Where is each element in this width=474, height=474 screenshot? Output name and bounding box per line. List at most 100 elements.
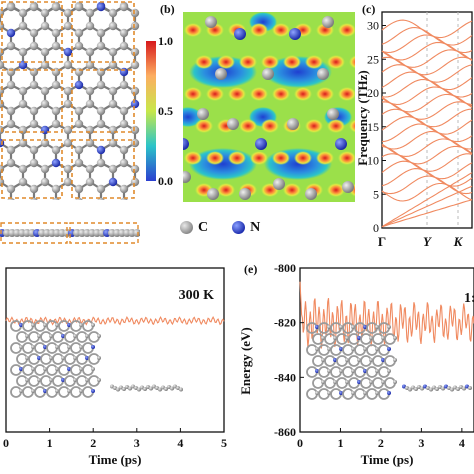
- carbon-atom: [239, 188, 251, 200]
- high-elf-region: [283, 55, 301, 69]
- high-elf-region: [305, 55, 323, 69]
- atom: [381, 358, 385, 362]
- atom: [345, 380, 349, 384]
- atom: [19, 345, 23, 349]
- carbon-atom: [305, 188, 317, 200]
- high-elf-region: [338, 151, 355, 165]
- md-chart-left: 0 1 2 3 4 5 Time (ps) 300 K: [3, 267, 227, 467]
- nitrogen-atom: [119, 67, 129, 77]
- high-elf-region: [327, 55, 345, 69]
- atom: [369, 380, 373, 384]
- atom: [85, 356, 89, 360]
- side-atom: [176, 386, 180, 390]
- atom: [55, 389, 59, 393]
- x-tick-label: 3: [418, 436, 424, 450]
- side-atom: [435, 387, 439, 391]
- side-atom: [420, 386, 424, 391]
- side-atom: [426, 386, 430, 390]
- atom: [327, 391, 331, 395]
- carbon-atom: [18, 86, 28, 96]
- carbon-atom: [0, 8, 5, 18]
- md-chart-right: Energy (eV) 0 1 2 3 4 Time (ps) 1: -800 -820 -840…: [238, 261, 474, 467]
- atom: [25, 356, 29, 360]
- carbon-atom: [108, 86, 118, 96]
- carbon-atom: [119, 145, 129, 155]
- unit-cell-outline: [1, 139, 63, 199]
- high-elf-region: [239, 119, 257, 133]
- carbon-atom: [0, 177, 5, 187]
- side-atom: [423, 384, 427, 389]
- high-elf-region: [250, 87, 268, 101]
- nitrogen-atom: [74, 80, 84, 90]
- nitrogen-atom: [255, 138, 267, 150]
- carbon-atom: [0, 86, 5, 96]
- carbon-atom: [130, 138, 140, 148]
- atom-legend: C N: [180, 220, 260, 236]
- phonon-band: [381, 130, 473, 150]
- side-atom: [179, 387, 183, 392]
- carbon-atom: [40, 21, 50, 31]
- atom: [363, 391, 367, 395]
- atom: [79, 323, 83, 327]
- atom: [369, 358, 373, 362]
- temperature-label: 300 K: [179, 288, 215, 303]
- high-elf-region: [228, 87, 246, 101]
- carbon-atom: [18, 177, 28, 187]
- high-elf-region: [250, 23, 268, 37]
- atom: [363, 369, 367, 373]
- phonon-band: [381, 138, 473, 157]
- side-atom: [456, 387, 460, 391]
- high-elf-region: [217, 55, 235, 69]
- phonon-band: [381, 172, 473, 228]
- carbon-atom: [273, 178, 285, 190]
- md-structure-inset: [10, 320, 101, 398]
- carbon-atom: [40, 99, 50, 109]
- temperature-label: 1:: [464, 291, 474, 306]
- carbon-atom: [29, 119, 39, 129]
- atom: [351, 325, 355, 329]
- carbon-atom: [130, 125, 140, 135]
- legend-item-carbon: C: [180, 220, 208, 236]
- carbon-atom: [63, 86, 73, 96]
- y-tick-label: 30: [367, 19, 379, 33]
- x-tick-label: 1: [337, 436, 343, 450]
- side-atom: [137, 387, 141, 392]
- phonon-band: [381, 199, 473, 228]
- carbon-atom: [6, 119, 16, 129]
- atom: [19, 323, 23, 327]
- x-axis-label: Time (ps): [361, 452, 414, 467]
- md-side-inset: [110, 384, 183, 392]
- atom: [61, 378, 65, 382]
- x-tick-label: Γ: [378, 234, 386, 249]
- atom: [387, 369, 391, 373]
- carbon-atom: [40, 177, 50, 187]
- carbon-atom: [197, 108, 209, 120]
- atom: [333, 380, 337, 384]
- x-tick-label: 2: [90, 436, 96, 450]
- x-tick-label: 5: [221, 436, 227, 450]
- atom: [37, 334, 41, 338]
- structure-side-view: [0, 222, 140, 244]
- x-tick-label: 0: [297, 436, 303, 450]
- phonon-band: [381, 34, 473, 54]
- atom: [67, 323, 71, 327]
- high-elf-region: [338, 23, 355, 37]
- carbon-atom: [51, 67, 61, 77]
- carbon-atom: [85, 99, 95, 109]
- phonon-band: [381, 160, 473, 180]
- carbon-atom: [51, 145, 61, 155]
- carbon-atom: [29, 41, 39, 51]
- phonon-ylabel: Frequency (THz): [355, 70, 370, 165]
- atom: [25, 334, 29, 338]
- carbon-atom: [96, 41, 106, 51]
- nitrogen-atom: [40, 125, 50, 135]
- carbon-atom: [6, 41, 16, 51]
- x-tick-label: 4: [459, 436, 465, 450]
- atom: [321, 358, 325, 362]
- carbon-atom: [29, 145, 39, 155]
- carbon-atom: [130, 164, 140, 174]
- carbon-atom: [29, 184, 39, 194]
- high-elf-region: [206, 87, 224, 101]
- atom: [387, 325, 391, 329]
- atom: [19, 389, 23, 393]
